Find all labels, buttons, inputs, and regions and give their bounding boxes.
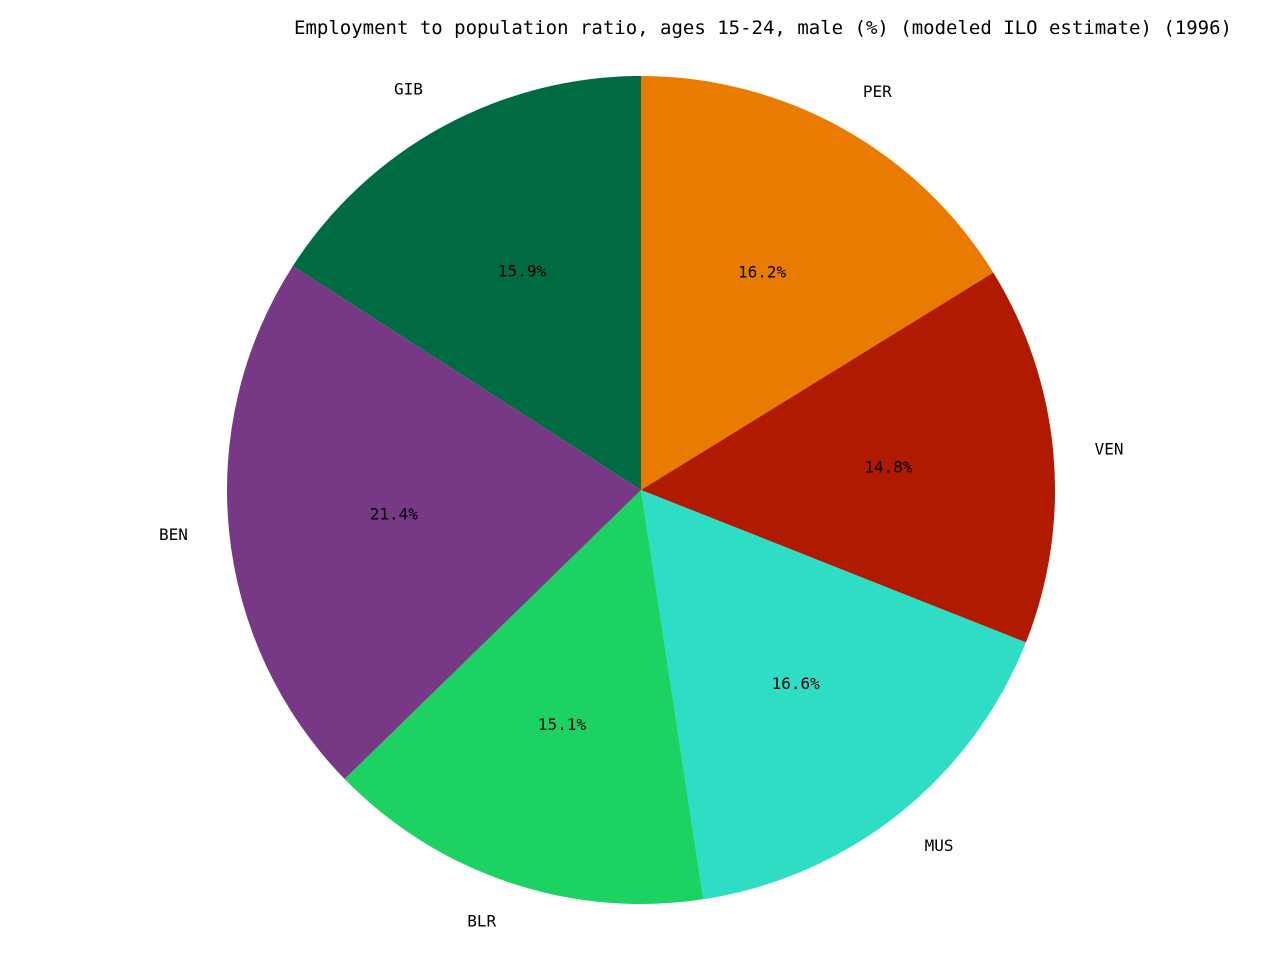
- slice-label-gib: GIB: [394, 80, 423, 99]
- slice-label-ven: VEN: [1095, 439, 1124, 458]
- slice-percent-per: 16.2%: [738, 263, 787, 282]
- pie-slice-blr: [344, 490, 704, 904]
- slice-percent-ven: 14.8%: [864, 458, 913, 477]
- slice-label-ben: BEN: [159, 525, 188, 544]
- slice-label-blr: BLR: [467, 911, 496, 930]
- pie-slice-mus: [641, 490, 1026, 900]
- slice-label-per: PER: [863, 82, 892, 101]
- pie-slice-ven: [641, 272, 1055, 643]
- pie-slice-per: [641, 76, 994, 490]
- slice-percent-ben: 21.4%: [370, 504, 419, 523]
- pie-slices: [226, 76, 1055, 904]
- pie-slice-ben: [226, 265, 641, 780]
- pie-slice-gib: [292, 76, 641, 490]
- pie-labels: PER 16.2% VEN 14.8% MUS 16.6% BLR 15.1% BEN 21.4%…: [159, 80, 1124, 931]
- slice-percent-blr: 15.1%: [538, 715, 587, 734]
- chart-title: Employment to population ratio, ages 15-…: [294, 17, 1232, 39]
- slice-label-mus: MUS: [925, 836, 954, 855]
- slice-percent-mus: 16.6%: [772, 674, 821, 693]
- slice-percent-gib: 15.9%: [498, 261, 547, 280]
